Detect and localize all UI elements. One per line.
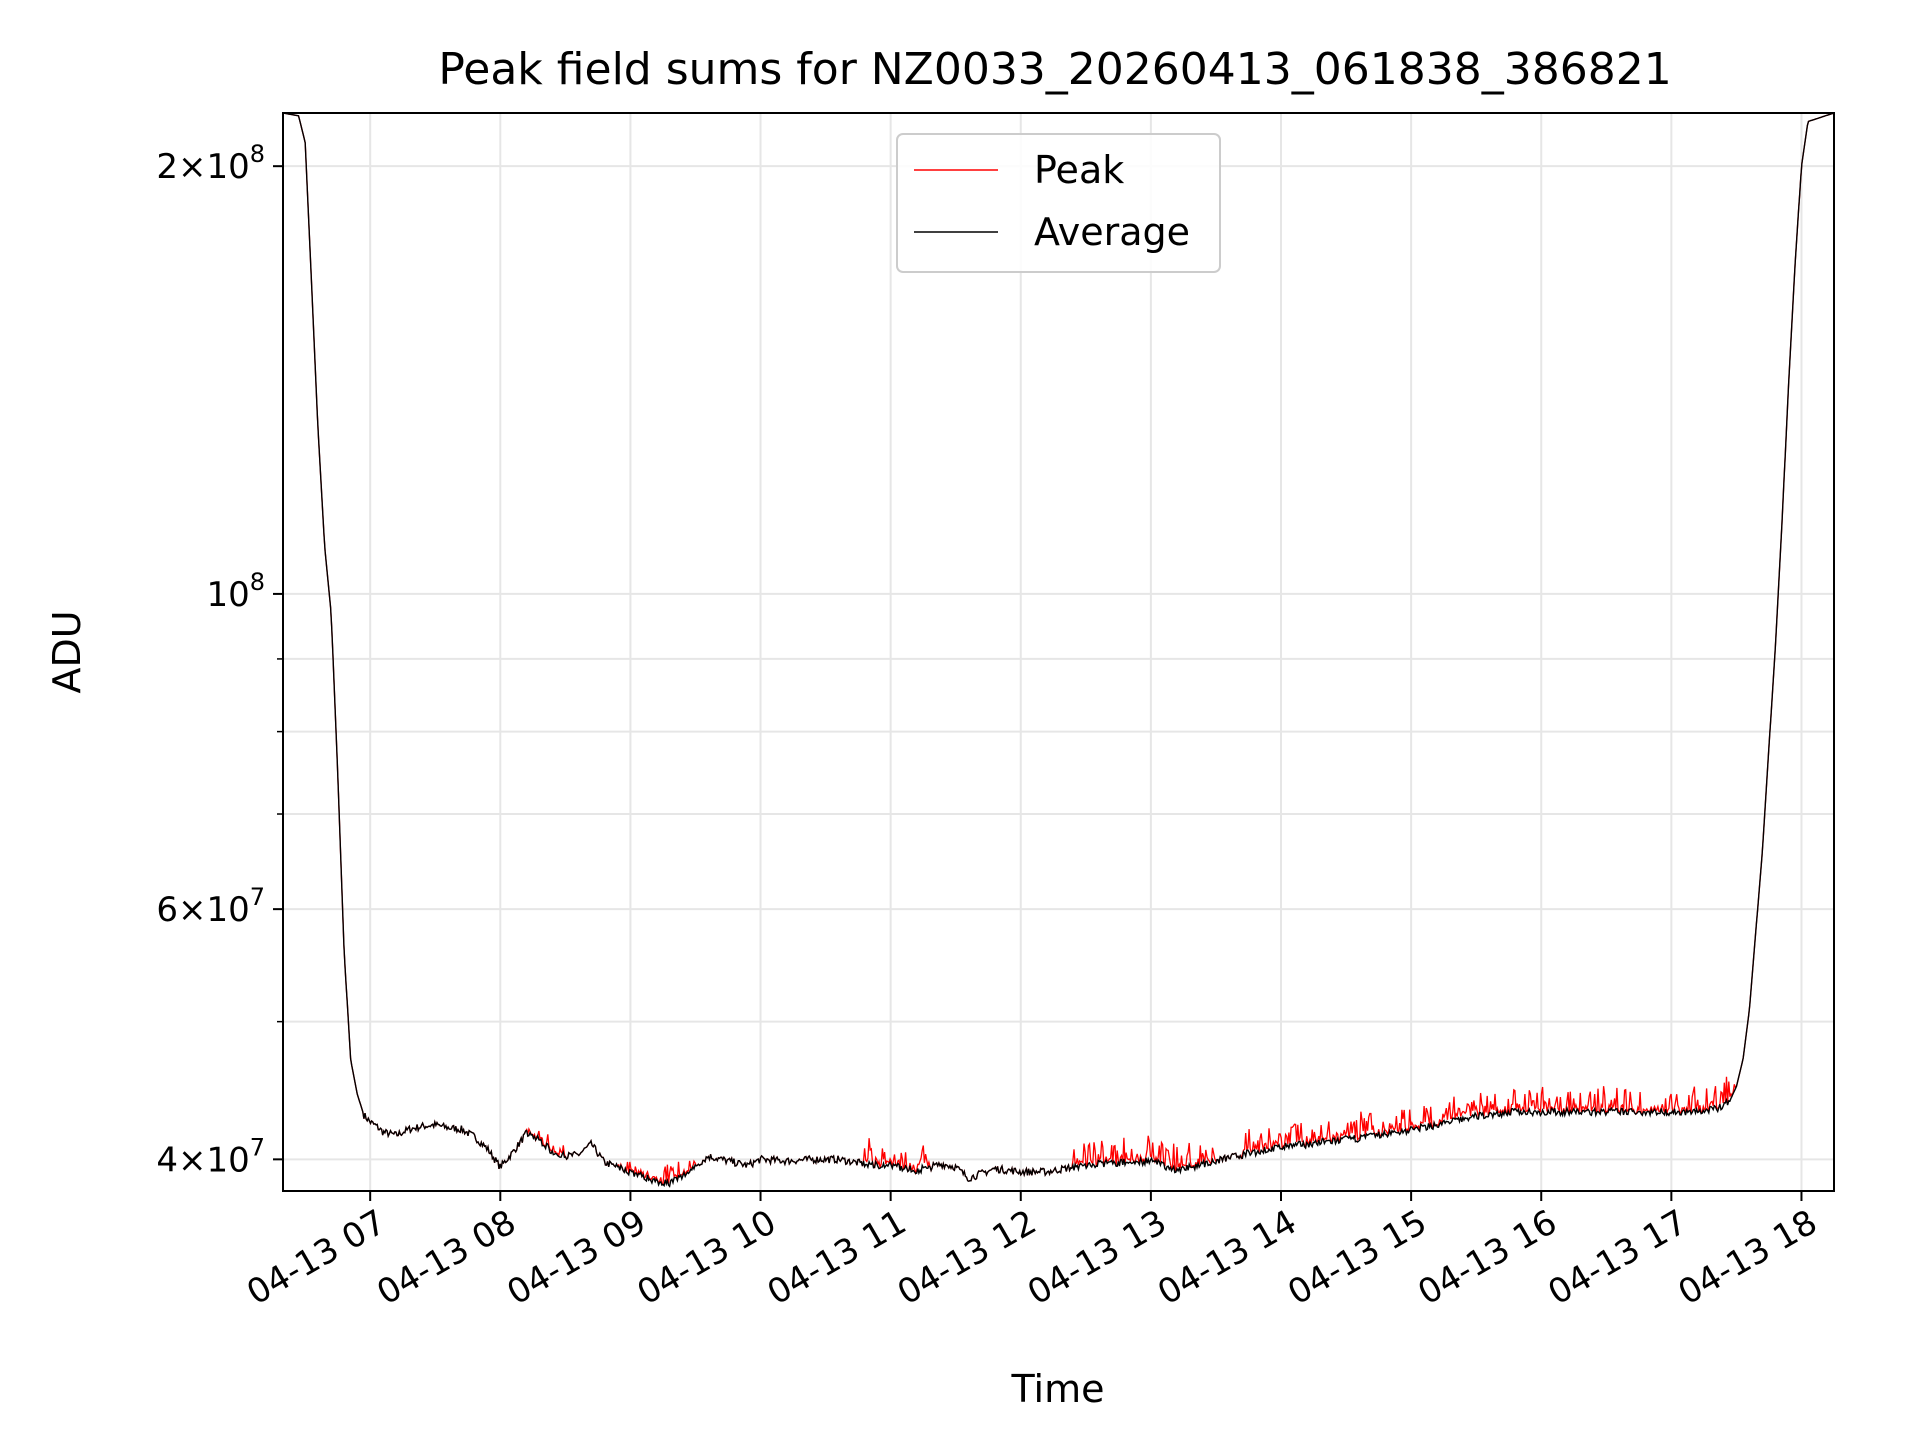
y-tick-label: 108 [206,568,265,615]
series-layer [283,113,1834,1188]
grid-lines [283,113,1834,1191]
legend[interactable]: Peak Average [896,133,1221,273]
y-tick-label: 4×107 [156,1133,265,1180]
y-axis-label: ADU [45,610,89,693]
legend-label-average: Average [1034,210,1190,254]
legend-box [896,133,1221,273]
legend-label-peak: Peak [1034,148,1124,192]
chart-title: Peak field sums for NZ0033_20260413_0618… [438,44,1671,95]
x-axis-label: Time [1011,1367,1105,1411]
y-tick-label: 6×107 [156,883,265,930]
y-tick-label: 2×108 [156,140,265,187]
series-line-average [283,113,1834,1188]
y-axis: 4×107 6×107 108 2×108 [156,140,283,1180]
plot-frame [282,112,1835,1192]
